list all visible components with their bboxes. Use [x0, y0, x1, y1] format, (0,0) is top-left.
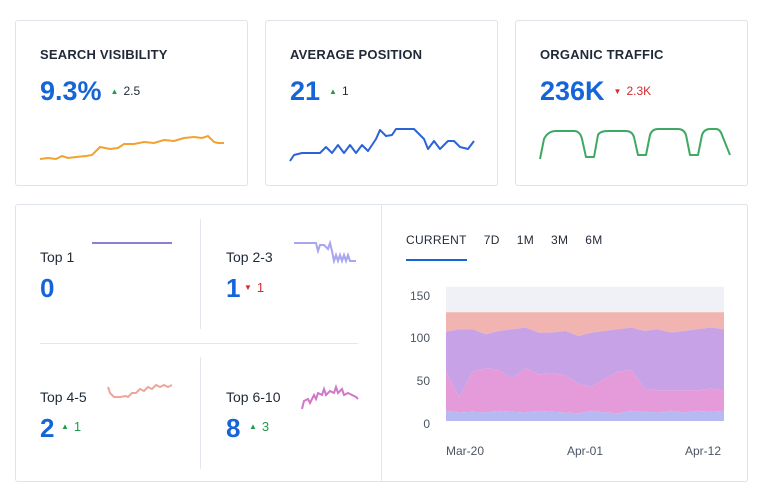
rank-value-top-6-10: 8 [226, 413, 241, 443]
rank-value-top-2-3: 1 [226, 273, 241, 303]
x-tick-label: Mar-20 [446, 444, 485, 458]
area-band-top-11-20 [446, 327, 724, 398]
arrow-up-icon: ▲ [329, 86, 337, 96]
kpi-title: AVERAGE POSITION [290, 47, 423, 62]
arrow-up-icon: ▲ [110, 86, 119, 96]
kpi-delta: ▼ 2.3K [614, 84, 652, 98]
y-tick-label: 100 [409, 331, 430, 345]
rank-label-top-2-3: Top 2-3 [226, 249, 273, 265]
tab-3m[interactable]: 3M [551, 233, 569, 247]
tab-current[interactable]: CURRENT [406, 233, 467, 261]
delta-value: 1 [73, 419, 82, 434]
kpi-delta: ▲ 2.5 [111, 84, 141, 98]
kpi-title: SEARCH VISIBILITY [40, 47, 168, 62]
area-band-top-4-10 [446, 368, 724, 414]
delta-value: 3 [261, 419, 270, 434]
rankings-divider-horizontal [40, 343, 358, 344]
delta-value: 1 [256, 280, 265, 295]
y-tick-label: 50 [416, 374, 430, 388]
rank-delta-top-6-10: ▲ 3 [249, 419, 269, 434]
rank-value-top-1: 0 [40, 273, 55, 303]
rank-value-top-4-5: 2 [40, 413, 55, 443]
tab-1m[interactable]: 1M [516, 233, 534, 247]
arrow-down-icon: ▼ [613, 86, 622, 96]
arrow-up-icon: ▲ [249, 422, 257, 431]
rank-delta-top-4-5: ▲ 1 [61, 419, 81, 434]
delta-value: 2.5 [123, 84, 141, 98]
y-tick-label: 0 [423, 417, 430, 431]
top-4-5-sparkline [107, 383, 173, 399]
organic-traffic-sparkline [539, 128, 731, 160]
x-tick-label: Apr-12 [685, 444, 722, 458]
top-6-10-sparkline [301, 383, 359, 410]
delta-value: 2.3K [626, 84, 652, 98]
kpi-value: 21 [290, 76, 321, 106]
kpi-title: ORGANIC TRAFFIC [540, 47, 664, 62]
rank-label-top-6-10: Top 6-10 [226, 389, 281, 405]
rankings-card: Top 1 0 Top 2-3 1 ▼ 1 Top 4-5 2 ▲ 1 Top … [15, 204, 748, 482]
average-position-sparkline [289, 128, 475, 162]
arrow-down-icon: ▼ [244, 283, 252, 292]
delta-value: 1 [341, 84, 349, 98]
kpi-value: 9.3% [40, 76, 102, 106]
tab-7d[interactable]: 7D [483, 233, 500, 247]
top-2-3-sparkline [294, 239, 356, 265]
rankings-divider-vertical-left [200, 219, 201, 329]
kpi-delta: ▲ 1 [329, 84, 349, 98]
x-tick-label: Apr-01 [567, 444, 604, 458]
panel-divider [381, 205, 382, 481]
rank-delta-top-2-3: ▼ 1 [244, 280, 264, 295]
rankings-area-chart [446, 286, 724, 421]
rank-label-top-1: Top 1 [40, 249, 75, 265]
kpi-value: 236K [540, 76, 605, 106]
y-tick-label: 150 [409, 289, 430, 303]
kpi-card-organic-traffic: ORGANIC TRAFFIC 236K ▼ 2.3K [515, 20, 748, 186]
kpi-card-average-position: AVERAGE POSITION 21 ▲ 1 [265, 20, 498, 186]
tab-6m[interactable]: 6M [585, 233, 603, 247]
area-band-top-21-50 [446, 312, 724, 336]
kpi-card-search-visibility: SEARCH VISIBILITY 9.3% ▲ 2.5 [15, 20, 248, 186]
period-tabs: CURRENT 7D 1M 3M 6M [406, 233, 620, 261]
arrow-up-icon: ▲ [61, 422, 69, 431]
area-band-top-1-3 [446, 410, 724, 421]
area-band-top-51-100 [446, 286, 724, 313]
rankings-divider-vertical-left-bottom [200, 357, 201, 469]
search-visibility-sparkline [39, 134, 224, 161]
rank-label-top-4-5: Top 4-5 [40, 389, 87, 405]
top-1-sparkline [92, 242, 172, 244]
